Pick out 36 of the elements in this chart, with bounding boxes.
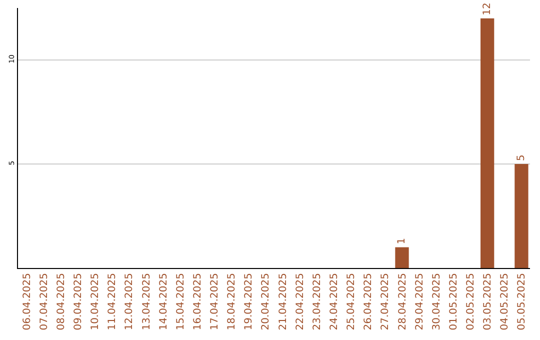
x-tick-label: 20.04.2025 [260,273,272,330]
x-tick-label: 12.04.2025 [124,273,136,330]
x-tick-label: 29.04.2025 [414,273,426,330]
x-tick-label: 25.04.2025 [346,273,358,330]
x-tick-label: 01.05.2025 [448,273,460,330]
data-label: 12 [482,2,493,16]
bar [395,247,409,268]
x-tick-label: 19.04.2025 [244,273,255,330]
x-tick-label: 16.04.2025 [192,273,204,330]
x-tick-label: 06.04.2025 [22,273,33,330]
x-tick-label: 18.04.2025 [226,273,238,330]
x-tick-label: 21.04.2025 [278,273,289,330]
bar [480,18,494,268]
x-tick-label: 23.04.2025 [312,273,323,330]
x-tick-label: 10.04.2025 [90,273,102,330]
x-tick-label: 30.04.2025 [431,273,442,330]
x-tick-label: 08.04.2025 [56,273,67,330]
x-tick-label: 14.04.2025 [158,273,170,330]
x-tick-label: 11.04.2025 [107,273,118,330]
x-tick-label: 28.04.2025 [397,273,408,330]
x-tick-label: 03.05.2025 [482,273,494,330]
x-tick-label: 17.04.2025 [210,273,221,330]
x-tick-label: 04.05.2025 [500,273,511,330]
data-label: 5 [516,154,527,161]
x-tick-label: 07.04.2025 [38,273,50,330]
x-tick-label: 24.04.2025 [328,273,340,330]
x-tick-label: 02.05.2025 [466,273,477,330]
x-tick-label: 13.04.2025 [141,273,152,330]
x-tick-label: 05.05.2025 [516,273,528,330]
x-tick-label: 22.04.2025 [294,273,306,330]
x-tick-label: 27.04.2025 [380,273,392,330]
x-tick-label: 15.04.2025 [175,273,186,330]
bar [514,164,528,268]
x-tick-label: 09.04.2025 [72,273,84,330]
x-tick-label: 26.04.2025 [363,273,374,330]
data-label: 1 [396,238,408,244]
